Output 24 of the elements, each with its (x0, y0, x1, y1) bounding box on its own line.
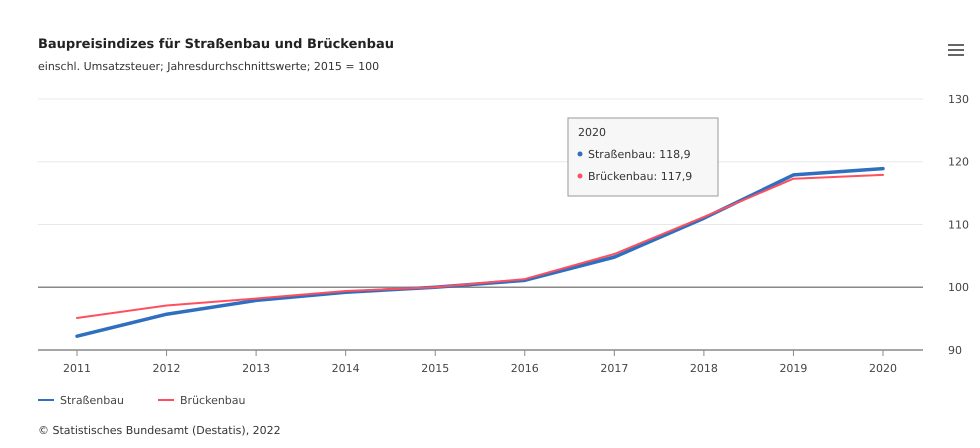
annotation: 2020 (578, 126, 606, 139)
x-tick-label: 2020 (869, 362, 897, 375)
x-tick-label: 2011 (63, 362, 91, 375)
x-tick-label: 2014 (332, 362, 360, 375)
legend-label: Brückenbau (180, 394, 246, 407)
x-tick-label: 2016 (510, 362, 539, 375)
chart-subtitle: einschl. Umsatzsteuer; Jahresdurchschnittswerte; 2015 = 100 (38, 60, 380, 73)
line-series (76, 174, 884, 319)
legend-label: Straßenbau (60, 394, 124, 407)
x-tick-label: 2015 (421, 362, 450, 375)
x-tick-label: 2012 (152, 362, 181, 375)
y-tick-label: 130 (948, 92, 969, 106)
y-tick-label: 90 (948, 344, 962, 357)
y-tick-label: 100 (948, 281, 969, 294)
x-tick-label: 2017 (600, 362, 628, 375)
annotation: Brückenbau: 117,9 (588, 170, 692, 183)
y-tick-label: 120 (948, 156, 969, 169)
x-tick-label: 2013 (242, 362, 270, 375)
x-tick-label: 2018 (690, 362, 718, 375)
annotation: Straßenbau: 118,9 (588, 148, 691, 161)
text: © Statistisches Bundesamt (Destatis), 2022 (38, 424, 281, 437)
y-tick-label: 110 (948, 218, 969, 232)
x-tick-label: 2019 (779, 362, 808, 375)
chart-title: Baupreisindizes für Straßenbau und Brückenbau (38, 37, 394, 52)
